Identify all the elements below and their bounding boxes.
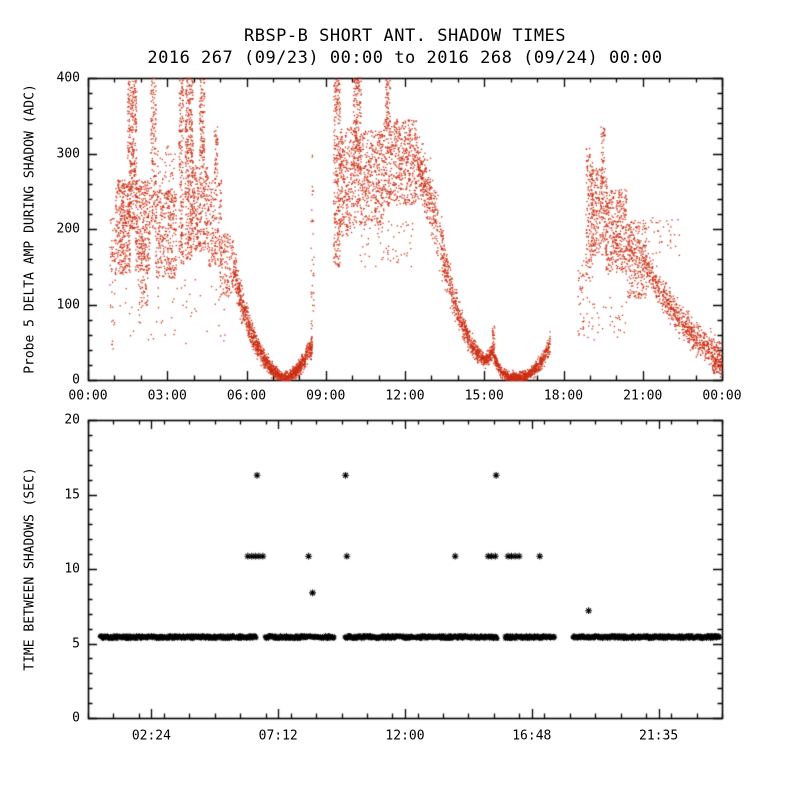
y-tick-label-p1: 15 [64, 487, 80, 502]
y-tick-label-p1: 10 [64, 561, 80, 577]
x-tick-label-p0: 06:00 [226, 388, 267, 404]
x-tick-label-p1: 02:24 [131, 728, 171, 744]
x-tick-label-p0: 03:00 [147, 388, 187, 404]
top-y-axis-label: Probe 5 DELTA AMP DURING SHADOW (ADC) [22, 84, 38, 374]
x-tick-label-p0: 00:00 [68, 388, 108, 404]
x-tick-label-p0: 15:00 [464, 388, 504, 404]
x-tick-label-p1: 12:00 [385, 728, 425, 744]
x-tick-label-p1: 07:12 [258, 728, 298, 744]
chart-title: RBSP-B SHORT ANT. SHADOW TIMES [243, 26, 567, 46]
x-tick-label-p0: 12:00 [385, 388, 425, 404]
chart-subtitle: 2016 267 (09/23) 00:00 to 2016 268 (09/2… [147, 48, 663, 68]
y-tick-label-p1: 5 [72, 636, 80, 651]
x-tick-label-p1: 21:35 [639, 728, 679, 744]
x-tick-label-p0: 21:00 [623, 388, 663, 404]
y-tick-label-p0: 0 [72, 372, 80, 388]
y-tick-label-p0: 100 [56, 297, 80, 312]
y-tick-label-p1: 0 [72, 710, 80, 726]
y-tick-label-p0: 200 [56, 221, 80, 237]
y-tick-label-p0: 400 [56, 70, 80, 86]
x-tick-label-p0: 18:00 [543, 388, 584, 404]
x-tick-label-p1: 16:48 [512, 728, 552, 744]
x-tick-label-p0: 00:00 [702, 388, 742, 404]
y-tick-label-p0: 300 [56, 146, 80, 161]
y-tick-label-p1: 20 [64, 412, 80, 428]
x-tick-label-p0: 09:00 [306, 388, 346, 404]
bottom-y-axis-label: TIME BETWEEN SHADOWS (SEC) [22, 467, 38, 671]
